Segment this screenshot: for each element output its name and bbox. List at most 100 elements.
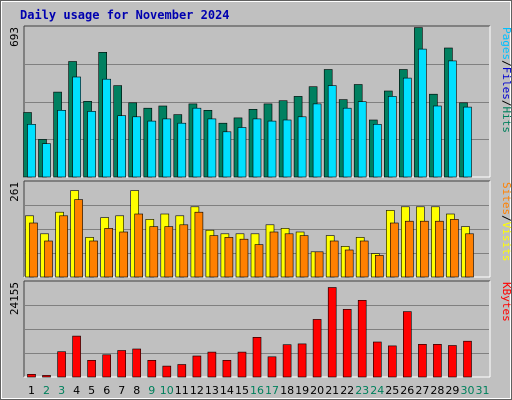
bar-kbytes-day-3 — [57, 351, 66, 378]
bar-kbytes-day-4 — [72, 335, 81, 378]
xtick-day-7: 7 — [118, 384, 125, 397]
xtick-day-22: 22 — [340, 384, 354, 397]
bar-sites-day-5 — [89, 240, 98, 278]
xtick-day-5: 5 — [88, 384, 95, 397]
bar-files-day-20 — [312, 103, 322, 178]
panel-visits-sites: 261 Sites/Visits — [8, 180, 512, 278]
bar-sites-day-24 — [374, 255, 384, 278]
bar-files-day-23 — [357, 101, 367, 178]
chart-title: Daily usage for November 2024 — [20, 8, 230, 22]
legend-/: / — [500, 215, 512, 222]
bar-files-day-28 — [433, 105, 442, 178]
xtick-day-10: 10 — [160, 384, 174, 397]
bar-kbytes-day-5 — [87, 359, 96, 378]
bar-files-day-2 — [42, 143, 51, 178]
xtick-day-29: 29 — [445, 384, 459, 397]
bar-kbytes-day-24 — [372, 341, 382, 378]
bar-files-day-7 — [117, 115, 126, 178]
bar-kbytes-day-29 — [448, 345, 457, 378]
legend-/: / — [500, 100, 512, 107]
legend-files: Files — [500, 67, 512, 100]
bar-kbytes-day-15 — [237, 351, 247, 378]
bar-files-day-19 — [297, 116, 307, 178]
bar-sites-day-1 — [29, 222, 38, 278]
bar-kbytes-day-14 — [222, 359, 232, 378]
bar-sites-day-23 — [359, 240, 369, 278]
xtick-day-21: 21 — [325, 384, 339, 397]
panel-kbytes: 24155 KBytes — [8, 280, 512, 378]
bar-kbytes-day-28 — [433, 343, 442, 378]
bar-sites-day-6 — [104, 228, 113, 278]
xtick-day-18: 18 — [280, 384, 294, 397]
xtick-day-26: 26 — [400, 384, 414, 397]
bar-files-day-5 — [87, 111, 96, 178]
bar-sites-day-15 — [239, 238, 249, 278]
legend-/: / — [500, 60, 512, 67]
bar-files-day-9 — [147, 120, 157, 178]
bar-sites-day-11 — [179, 224, 189, 278]
bar-sites-day-21 — [329, 240, 339, 278]
bar-kbytes-day-26 — [402, 311, 412, 378]
bar-kbytes-day-27 — [418, 343, 427, 378]
bar-sites-day-18 — [284, 233, 294, 278]
legend-sites: Sites — [500, 182, 512, 215]
bar-kbytes-day-20 — [312, 319, 322, 378]
bar-kbytes-day-13 — [207, 351, 217, 378]
bar-sites-day-7 — [119, 231, 128, 278]
xtick-day-20: 20 — [310, 384, 324, 397]
bar-kbytes-day-9 — [147, 359, 157, 378]
xtick-day-1: 1 — [28, 384, 35, 397]
bar-kbytes-day-8 — [132, 348, 141, 378]
side-legend-visits-sites: Sites/Visits — [500, 182, 512, 262]
bar-sites-day-20 — [314, 251, 324, 278]
xtick-day-12: 12 — [190, 384, 204, 397]
bar-files-day-29 — [448, 60, 457, 178]
xtick-day-16: 16 — [250, 384, 264, 397]
xtick-day-31: 31 — [476, 384, 490, 397]
legend-kbytes: KBytes — [500, 282, 512, 322]
bar-files-day-27 — [418, 48, 427, 178]
bar-kbytes-day-21 — [327, 287, 337, 378]
bar-sites-day-14 — [224, 237, 234, 278]
xtick-day-14: 14 — [220, 384, 234, 397]
bar-sites-day-9 — [149, 226, 159, 278]
xtick-day-11: 11 — [175, 384, 189, 397]
xtick-day-17: 17 — [265, 384, 279, 397]
bar-kbytes-day-23 — [357, 299, 367, 378]
bar-sites-day-4 — [74, 199, 83, 278]
bar-sites-day-19 — [299, 235, 309, 278]
legend-visits: Visits — [500, 222, 512, 262]
bar-kbytes-day-25 — [387, 345, 397, 378]
side-legend-hits-files-pages: Pages/Files/Hits — [500, 27, 512, 133]
series-kbytes — [27, 287, 472, 378]
bar-kbytes-day-10 — [162, 365, 172, 378]
bar-kbytes-day-1 — [27, 373, 36, 378]
bar-files-day-16 — [252, 118, 262, 178]
legend-hits: Hits — [500, 107, 512, 134]
bar-sites-day-22 — [344, 249, 354, 278]
xtick-day-2: 2 — [43, 384, 50, 397]
xtick-day-24: 24 — [370, 384, 384, 397]
bar-sites-day-28 — [435, 220, 444, 278]
bar-files-day-1 — [27, 124, 36, 178]
bar-files-day-14 — [222, 131, 232, 178]
bar-files-day-13 — [207, 118, 217, 178]
panel-hits-files-pages: 693 Pages/Files/Hits — [8, 25, 512, 178]
bar-sites-day-10 — [164, 226, 174, 278]
bar-files-day-17 — [267, 120, 277, 178]
bar-sites-day-2 — [44, 240, 53, 278]
bar-files-day-24 — [372, 124, 382, 178]
bar-kbytes-day-30 — [463, 340, 472, 378]
bar-sites-day-13 — [209, 235, 219, 278]
bar-files-day-8 — [132, 116, 141, 178]
bar-files-day-10 — [162, 118, 172, 178]
xtick-day-23: 23 — [355, 384, 369, 397]
bar-files-day-30 — [463, 106, 472, 178]
bar-kbytes-day-7 — [117, 350, 126, 378]
bar-kbytes-day-17 — [267, 356, 277, 378]
bar-sites-day-27 — [420, 220, 429, 278]
bar-files-day-4 — [72, 76, 81, 178]
